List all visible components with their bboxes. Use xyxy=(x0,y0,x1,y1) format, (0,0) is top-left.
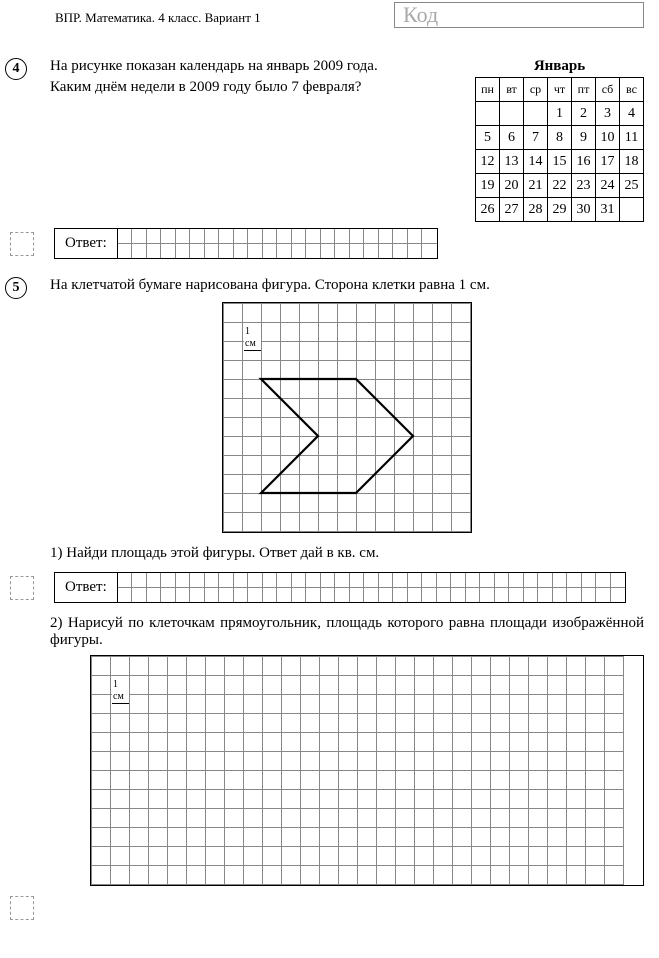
calendar-cell: 17 xyxy=(596,150,620,174)
calendar-cell: 10 xyxy=(596,126,620,150)
weekday-header: ср xyxy=(524,78,548,102)
answer-label: Ответ: xyxy=(55,229,118,258)
weekday-header: пт xyxy=(572,78,596,102)
scale-label: 1 см xyxy=(112,679,129,704)
score-box[interactable] xyxy=(10,896,34,920)
weekday-header: чт xyxy=(548,78,572,102)
answer-box-q4[interactable]: Ответ: xyxy=(54,228,438,259)
calendar-cell: 12 xyxy=(476,150,500,174)
calendar-cell xyxy=(620,198,644,222)
calendar-cell xyxy=(524,102,548,126)
code-input[interactable]: Код xyxy=(394,2,644,28)
calendar-cell: 1 xyxy=(548,102,572,126)
calendar-cell: 8 xyxy=(548,126,572,150)
calendar-table: пнвтсрчтптсбвс12345678910111213141516171… xyxy=(475,77,644,222)
calendar-cell: 5 xyxy=(476,126,500,150)
drawing-grid[interactable]: 1 см xyxy=(90,655,644,886)
calendar-cell: 4 xyxy=(620,102,644,126)
answer-box-q5[interactable]: Ответ: xyxy=(54,572,626,603)
calendar-cell: 18 xyxy=(620,150,644,174)
score-box[interactable] xyxy=(10,232,34,256)
answer-grid[interactable] xyxy=(118,229,437,258)
answer-grid[interactable] xyxy=(118,573,626,602)
calendar-cell: 30 xyxy=(572,198,596,222)
calendar-cell xyxy=(476,102,500,126)
calendar-cell: 21 xyxy=(524,174,548,198)
question-number-4: 4 xyxy=(5,58,27,80)
problem-4: 4 Январь пнвтсрчтптсбвс12345678910111213… xyxy=(5,58,644,259)
weekday-header: пн xyxy=(476,78,500,102)
calendar-cell: 22 xyxy=(548,174,572,198)
calendar-cell: 15 xyxy=(548,150,572,174)
score-box[interactable] xyxy=(10,576,34,600)
calendar: Январь пнвтсрчтптсбвс1234567891011121314… xyxy=(475,58,644,222)
weekday-header: сб xyxy=(596,78,620,102)
calendar-cell xyxy=(500,102,524,126)
calendar-cell: 14 xyxy=(524,150,548,174)
question-number-5: 5 xyxy=(5,277,27,299)
calendar-cell: 19 xyxy=(476,174,500,198)
q5-part1: 1) Найди площадь этой фигуры. Ответ дай … xyxy=(50,545,644,562)
calendar-cell: 6 xyxy=(500,126,524,150)
header-title: ВПР. Математика. 4 класс. Вариант 1 xyxy=(55,10,394,26)
calendar-cell: 28 xyxy=(524,198,548,222)
calendar-cell: 26 xyxy=(476,198,500,222)
calendar-cell: 16 xyxy=(572,150,596,174)
scale-label: 1 см xyxy=(244,326,261,351)
calendar-cell: 20 xyxy=(500,174,524,198)
q5-intro: На клетчатой бумаге нарисована фигура. С… xyxy=(50,277,644,294)
calendar-cell: 3 xyxy=(596,102,620,126)
problem-5: 5 На клетчатой бумаге нарисована фигура.… xyxy=(5,277,644,920)
calendar-cell: 25 xyxy=(620,174,644,198)
q5-part2: 2) Нарисуй по клеточкам прямоугольник, п… xyxy=(50,615,644,649)
figure-grid: 1 см xyxy=(222,302,472,533)
calendar-cell: 7 xyxy=(524,126,548,150)
calendar-cell: 13 xyxy=(500,150,524,174)
calendar-cell: 24 xyxy=(596,174,620,198)
calendar-cell: 23 xyxy=(572,174,596,198)
calendar-cell: 29 xyxy=(548,198,572,222)
calendar-cell: 2 xyxy=(572,102,596,126)
answer-label: Ответ: xyxy=(55,573,118,602)
calendar-cell: 11 xyxy=(620,126,644,150)
calendar-cell: 27 xyxy=(500,198,524,222)
calendar-cell: 31 xyxy=(596,198,620,222)
weekday-header: вс xyxy=(620,78,644,102)
calendar-cell: 9 xyxy=(572,126,596,150)
weekday-header: вт xyxy=(500,78,524,102)
calendar-title: Январь xyxy=(475,58,644,75)
